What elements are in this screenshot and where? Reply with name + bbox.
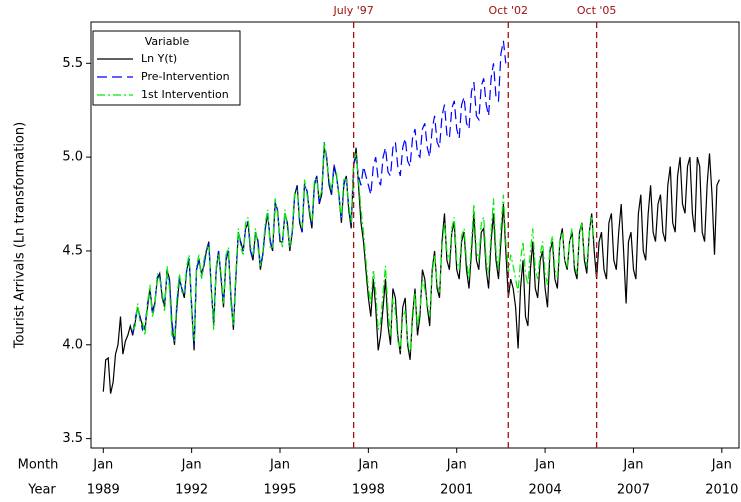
x-tick-label: Jan bbox=[181, 458, 202, 473]
x-tick-label: 1995 bbox=[263, 483, 296, 498]
x-tick-label: 2007 bbox=[617, 483, 650, 498]
y-tick-label: 3.5 bbox=[62, 431, 83, 446]
x-tick-label: Jan bbox=[269, 458, 290, 473]
x-tick-label: Jan bbox=[711, 458, 732, 473]
x-tick-label: 2001 bbox=[440, 483, 473, 498]
x-tick-label: Jan bbox=[534, 458, 555, 473]
x-tick-label: Jan bbox=[357, 458, 378, 473]
y-tick-label: 5.5 bbox=[62, 56, 83, 71]
series-line bbox=[132, 142, 595, 353]
series-line bbox=[132, 40, 507, 345]
legend-box bbox=[92, 30, 241, 106]
x-tick-label: 1998 bbox=[352, 483, 385, 498]
x-tick-label: 2010 bbox=[705, 483, 738, 498]
legend-title: Variable bbox=[145, 35, 190, 48]
legend-label: Pre-Intervention bbox=[141, 70, 230, 83]
y-tick-label: 5.0 bbox=[62, 150, 83, 165]
x-tick-label: Jan bbox=[92, 458, 113, 473]
x-row-label: Year bbox=[27, 483, 56, 498]
x-tick-label: Jan bbox=[622, 458, 643, 473]
intervention-label: Oct '05 bbox=[577, 4, 617, 17]
x-tick-label: 2004 bbox=[529, 483, 562, 498]
intervention-label: Oct '02 bbox=[488, 4, 528, 17]
plot-frame bbox=[90, 21, 740, 449]
x-tick-label: Jan bbox=[446, 458, 467, 473]
legend-label: Ln Y(t) bbox=[141, 52, 177, 65]
x-tick-label: 1989 bbox=[87, 483, 120, 498]
intervention-label: July '97 bbox=[332, 4, 373, 17]
y-tick-label: 4.5 bbox=[62, 243, 83, 258]
x-tick-label: 1992 bbox=[175, 483, 208, 498]
legend-label: 1st Intervention bbox=[141, 88, 229, 101]
x-row-label: Month bbox=[18, 458, 59, 473]
y-tick-label: 4.0 bbox=[62, 337, 83, 352]
y-axis-label: Tourist Arrivals (Ln transformation) bbox=[13, 122, 28, 349]
